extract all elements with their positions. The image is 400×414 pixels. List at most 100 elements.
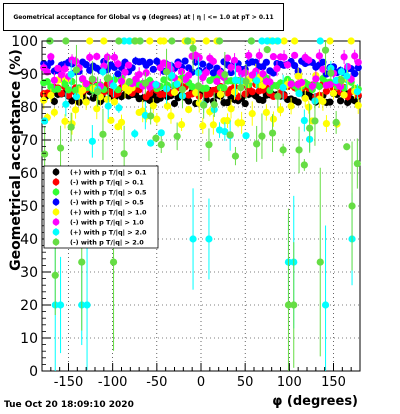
data-point	[117, 118, 126, 126]
data-point	[104, 102, 112, 110]
x-axis-title: φ (degrees)	[272, 394, 358, 409]
data-point	[316, 37, 324, 45]
legend-label: (+) with p T/|q| > 2.0	[70, 229, 147, 238]
data-point	[209, 121, 217, 129]
data-point	[174, 61, 182, 69]
data-point	[135, 70, 143, 79]
data-point	[178, 85, 187, 94]
data-point	[205, 141, 213, 149]
data-point	[262, 108, 270, 117]
data-point	[142, 69, 150, 77]
data-point	[279, 146, 287, 154]
data-point	[255, 51, 263, 60]
data-point	[280, 37, 288, 45]
data-point	[185, 105, 193, 114]
data-point	[115, 104, 123, 112]
data-point	[114, 60, 122, 68]
data-point	[88, 137, 96, 145]
data-point	[248, 88, 256, 96]
data-point	[216, 90, 225, 99]
data-point	[319, 97, 327, 106]
data-point	[242, 77, 250, 86]
data-point	[167, 112, 175, 120]
data-point	[153, 115, 161, 123]
data-point	[276, 106, 285, 114]
data-point	[99, 130, 107, 138]
data-point	[202, 68, 210, 77]
data-point	[226, 131, 234, 139]
data-point	[110, 53, 119, 61]
data-point	[274, 37, 282, 45]
data-point	[141, 79, 149, 87]
data-point	[327, 69, 335, 77]
data-point	[273, 65, 281, 73]
data-point	[220, 84, 228, 92]
data-point	[125, 77, 134, 86]
data-point	[301, 94, 309, 102]
data-point	[305, 56, 313, 64]
legend-marker	[52, 238, 60, 246]
data-point	[50, 108, 58, 116]
data-point	[202, 84, 210, 92]
legend-marker	[52, 188, 60, 196]
data-point	[149, 65, 157, 73]
data-point	[184, 37, 192, 45]
data-point	[315, 82, 323, 91]
y-tick-label: 80	[20, 100, 38, 116]
data-point	[337, 77, 346, 85]
legend-marker	[52, 178, 60, 186]
series-layer	[40, 37, 362, 371]
data-point	[262, 58, 270, 66]
data-point	[241, 90, 249, 98]
data-point	[354, 101, 362, 110]
x-tick-label: 50	[237, 375, 254, 390]
data-point	[56, 301, 65, 309]
y-tick-label: 10	[20, 331, 38, 347]
data-point	[312, 75, 320, 83]
data-point	[67, 70, 75, 78]
data-point	[223, 54, 232, 62]
data-point	[147, 112, 155, 120]
data-point	[152, 81, 160, 89]
data-point	[136, 37, 144, 45]
data-point	[230, 88, 239, 96]
legend-label: (-) with p T/|q| > 1.0	[70, 219, 144, 228]
data-point	[195, 53, 203, 62]
data-point	[170, 99, 179, 108]
data-point	[280, 53, 288, 61]
data-point	[71, 106, 80, 114]
data-point	[326, 80, 334, 89]
legend-label: (+) with p T/|q| > 0.5	[70, 189, 147, 198]
data-point	[311, 117, 319, 125]
data-point	[319, 65, 327, 73]
legend-label: (-) with p T/|q| > 2.0	[70, 239, 144, 248]
data-point	[329, 89, 338, 97]
data-point	[215, 37, 224, 45]
data-point	[146, 37, 154, 45]
chart-title: Geometrical acceptance for Global vs φ (…	[13, 13, 274, 21]
data-point	[283, 61, 292, 69]
data-point	[41, 117, 49, 125]
series-group	[41, 37, 361, 371]
data-point	[199, 60, 207, 68]
data-point	[199, 122, 207, 130]
data-point	[103, 53, 111, 61]
x-tick-label: 150	[321, 375, 346, 390]
axes-layer: -150 -100 -50 0 50 100 150 0 10 20 30 40 50 60 70 80 90 1…	[11, 34, 352, 390]
data-point	[343, 72, 351, 80]
data-point	[287, 102, 295, 110]
data-point	[47, 91, 55, 99]
data-point	[71, 57, 80, 65]
legend-marker	[52, 198, 60, 206]
data-point	[316, 258, 324, 266]
data-point	[173, 132, 181, 140]
y-tick-label: 50	[20, 199, 38, 215]
data-point	[247, 37, 255, 45]
data-point	[68, 97, 76, 105]
data-point	[231, 152, 240, 160]
data-point	[157, 141, 165, 149]
data-point	[351, 70, 359, 78]
data-point	[221, 127, 229, 136]
data-point	[315, 52, 323, 60]
legend-label: (-) with p T/|q| > 0.5	[70, 199, 144, 208]
